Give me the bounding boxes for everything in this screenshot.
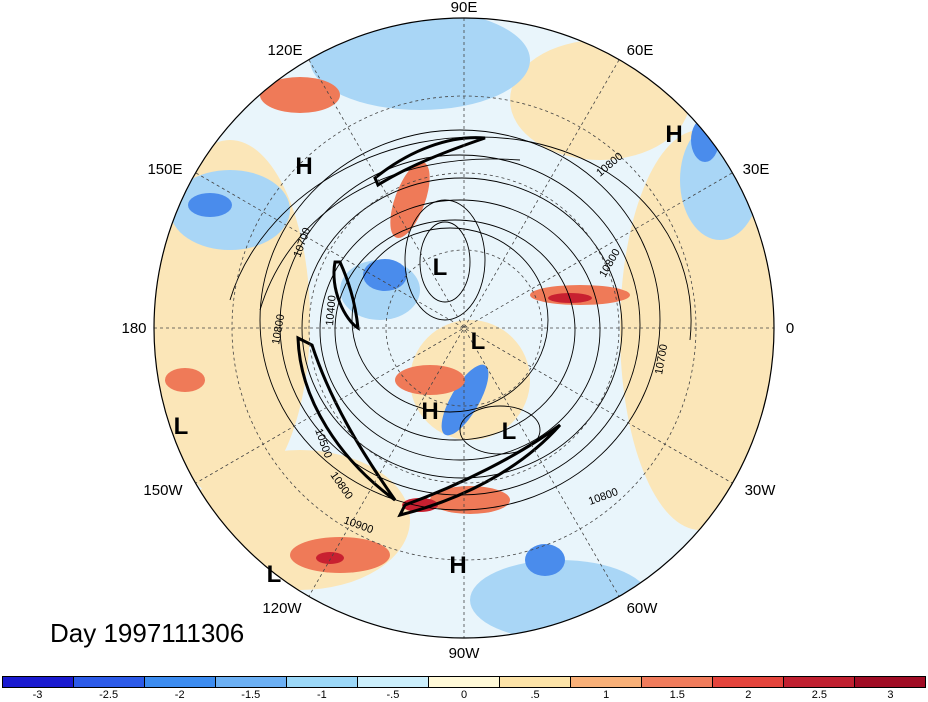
colorbar-tick-label: 2.5 (811, 689, 828, 701)
contour-label: 10700 (653, 343, 670, 375)
map-boundary (153, 17, 775, 639)
colorbar-tick-label: -3 (32, 689, 43, 701)
lon-label-120e: 120E (267, 42, 302, 59)
lon-label-120w: 120W (262, 600, 302, 617)
colorbar-swatch (216, 677, 287, 687)
colorbar-swatches (2, 676, 926, 688)
colorbar-tick-label: 2 (745, 689, 752, 701)
high-center: H (421, 398, 438, 425)
colorbar-tick-label: -.5 (386, 689, 400, 701)
contour-label: 10400 (324, 295, 339, 327)
low-center: L (267, 561, 282, 588)
lon-label-180: 180 (121, 320, 146, 337)
colorbar-swatch (74, 677, 145, 687)
colorbar-tick-label: .5 (530, 689, 540, 701)
colorbar-tick-label: -2.5 (99, 689, 119, 701)
lon-label-0: 0 (786, 320, 794, 337)
colorbar: -3 -2.5 -2 -1.5 -1 -.5 0 .5 1 1.5 2 2.5 3 (0, 676, 928, 702)
date-title: Day 1997111306 (50, 618, 245, 648)
high-center: H (449, 552, 466, 579)
colorbar-tick-label: 3 (887, 689, 894, 701)
colorbar-swatch (855, 677, 925, 687)
lon-label-150e: 150E (147, 161, 182, 178)
low-center: L (174, 413, 189, 440)
colorbar-swatch (287, 677, 358, 687)
lon-label-60w: 60W (627, 600, 659, 617)
low-center: L (433, 254, 448, 281)
colorbar-swatch (500, 677, 571, 687)
graticule (154, 18, 774, 638)
lon-label-90e: 90E (451, 0, 478, 16)
colorbar-tick-label: -1 (316, 689, 327, 701)
colorbar-swatch (642, 677, 713, 687)
colorbar-swatch (3, 677, 74, 687)
colorbar-swatch (713, 677, 784, 687)
lon-label-90w: 90W (449, 645, 481, 662)
jet-contours (296, 136, 562, 518)
colorbar-swatch (358, 677, 429, 687)
pressure-centers: H H L L H L L L H (174, 121, 683, 588)
colorbar-tick-label: 1 (603, 689, 610, 701)
high-center: H (665, 121, 682, 148)
colorbar-tick-label: 0 (460, 689, 468, 701)
colorbar-tick-label: 1.5 (669, 689, 685, 701)
polar-map: 90E 60E 30E 0 30W 60W 90W 120W 150W 180 … (121, 0, 794, 662)
colorbar-swatch (145, 677, 216, 687)
colorbar-swatch (571, 677, 642, 687)
lon-label-60e: 60E (627, 42, 654, 59)
colorbar-swatch (784, 677, 855, 687)
contour-label: 10800 (270, 313, 287, 345)
longitude-labels: 90E 60E 30E 0 30W 60W 90W 120W 150W 180 … (121, 0, 794, 662)
low-center: L (471, 328, 486, 355)
colorbar-tick-label: -1.5 (241, 689, 261, 701)
lon-label-30w: 30W (745, 482, 777, 499)
colorbar-swatch (429, 677, 500, 687)
lon-label-150w: 150W (143, 482, 183, 499)
lon-label-30e: 30E (743, 161, 770, 178)
low-center: L (502, 418, 517, 445)
high-center: H (295, 153, 312, 180)
colorbar-tick-label: -2 (174, 689, 185, 701)
